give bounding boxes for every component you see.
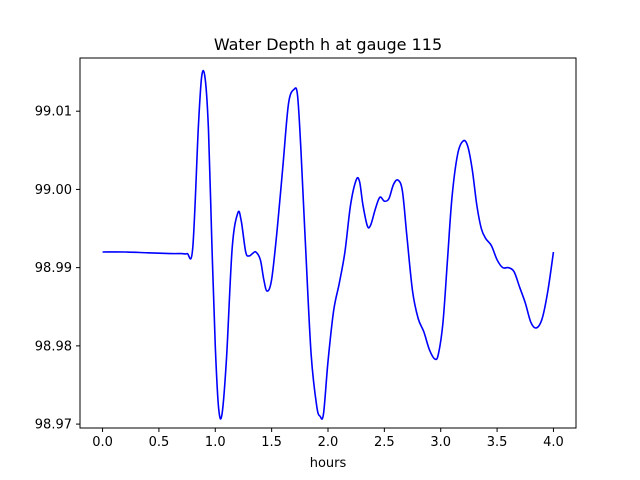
x-tick-label: 1.5 xyxy=(261,435,282,450)
y-tick-label: 98.99 xyxy=(35,261,72,276)
x-axis-label: hours xyxy=(310,456,347,471)
x-tick-label: 2.5 xyxy=(374,435,395,450)
x-tick-label: 2.0 xyxy=(318,435,339,450)
chart-title: Water Depth h at gauge 115 xyxy=(214,35,442,54)
y-tick-label: 99.00 xyxy=(35,183,72,198)
y-tick-label: 99.01 xyxy=(35,105,72,120)
x-tick-label: 0.5 xyxy=(149,435,170,450)
x-axis: 0.0 0.5 1.0 1.5 2.0 2.5 3.0 3.5 4.0 xyxy=(92,428,564,450)
y-axis: 98.97 98.98 98.99 99.00 99.01 xyxy=(35,105,80,433)
series-line-0 xyxy=(102,69,555,420)
y-tick-label: 98.97 xyxy=(35,418,72,433)
x-tick-label: 3.0 xyxy=(430,435,451,450)
plot-area xyxy=(102,69,555,420)
x-tick-label: 1.0 xyxy=(205,435,226,450)
y-tick-label: 98.98 xyxy=(35,339,72,354)
x-tick-label: 4.0 xyxy=(543,435,564,450)
x-tick-label: 0.0 xyxy=(92,435,113,450)
x-tick-label: 3.5 xyxy=(487,435,508,450)
